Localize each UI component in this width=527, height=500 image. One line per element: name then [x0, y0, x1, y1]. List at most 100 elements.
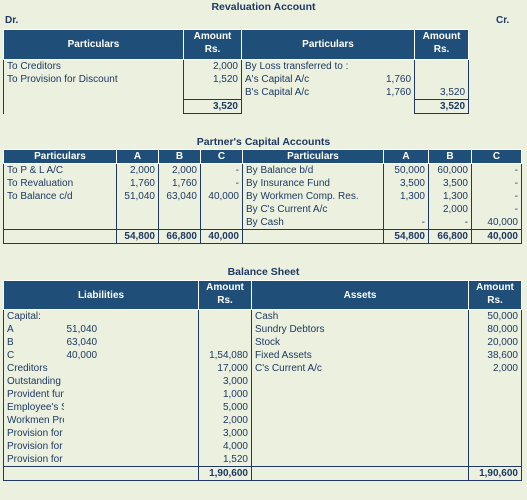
capital-table: Particulars A B C Particulars A B C To P & L A/…	[3, 149, 522, 244]
bs-liability: Capital:	[3, 309, 64, 323]
capital-total: 54,800	[383, 229, 429, 244]
reval-total-blank	[3, 99, 184, 114]
reval-amount-left	[183, 86, 242, 100]
capital-cell: -	[471, 163, 522, 177]
bs-asset: Cash	[251, 309, 469, 323]
reval-amount-left: 1,520	[183, 73, 242, 86]
capital-cell: 2,000	[116, 163, 159, 177]
capital-row: By C's Current A/c 2,000-	[3, 203, 522, 216]
bs-liability-amount: 1,520	[198, 453, 252, 467]
bs-asset	[251, 440, 469, 453]
bs-asset: Stock	[251, 336, 469, 349]
bs-total-left: 1,90,600	[198, 466, 252, 481]
bs-liability-inner	[64, 401, 199, 414]
bs-liability-inner	[64, 362, 199, 375]
bs-row: A 51,040 Sundry Debtors 80,000	[3, 323, 522, 336]
bs-total-blank	[251, 466, 469, 481]
capital-title: Partner's Capital Accounts	[196, 136, 331, 148]
capital-header-6: B	[428, 149, 472, 164]
bs-asset-amount	[468, 427, 522, 440]
bs-liability: C	[3, 349, 64, 362]
capital-total-blank	[3, 229, 117, 244]
bs-liability-inner: 51,040	[66, 324, 98, 335]
bs-total-blank	[3, 466, 64, 481]
bs-total-row: 1,90,600 1,90,600	[3, 466, 522, 481]
capital-total: 40,000	[471, 229, 522, 244]
balance-sheet-title: Balance Sheet	[227, 266, 300, 278]
reval-total-blank	[241, 99, 365, 114]
capital-cell: 50,000	[383, 163, 429, 177]
capital-header-7: C	[471, 149, 522, 164]
bs-liability-amount: 4,000	[198, 440, 252, 453]
revaluation-title: Revaluation Account	[211, 1, 316, 13]
bs-asset-amount	[468, 375, 522, 388]
capital-cell: -	[200, 163, 243, 177]
reval-amount-right	[414, 73, 470, 86]
bs-liability: A	[3, 323, 64, 336]
capital-cell	[116, 203, 159, 216]
capital-total-row: 54,800 66,800 40,000 54,800 66,800 40,000	[3, 229, 522, 244]
revaluation-table: Particulars Amount Rs. Particulars Amoun…	[3, 29, 470, 114]
bs-liability-inner: 40,000	[66, 350, 98, 361]
bs-asset-amount: 2,000	[468, 362, 522, 375]
bs-asset	[251, 427, 469, 440]
bs-liability-inner	[64, 414, 199, 427]
reval-inner-amount: 1,760	[385, 87, 412, 98]
bs-asset	[251, 401, 469, 414]
capital-row: To P & L A/C 2,000 2,000- By Balance b/d 50,…	[3, 163, 522, 177]
bs-row: Outstanding Expenses 3,000	[3, 375, 522, 388]
capital-cell	[3, 203, 117, 216]
capital-cell: 2,000	[158, 163, 201, 177]
bs-asset	[251, 453, 469, 467]
capital-cell: To Balance c/d	[3, 190, 117, 203]
reval-particular-right: By Loss transferred to :	[241, 59, 365, 73]
capital-header-4: Particulars	[242, 149, 384, 164]
bs-header-liabilities: Liabilities	[3, 280, 199, 310]
bs-liability-amount: 5,000	[198, 401, 252, 414]
capital-cell	[116, 216, 159, 230]
dr-label: Dr.	[5, 15, 19, 26]
bs-total-blank	[63, 466, 199, 481]
reval-amount-right: 3,520	[414, 86, 470, 100]
bs-liability-inner	[64, 427, 199, 440]
bs-liability-inner: 63,040	[66, 337, 98, 348]
capital-cell: 1,300	[383, 190, 429, 203]
bs-liability-amount	[198, 336, 252, 349]
bs-liability: Outstanding Expenses	[3, 375, 64, 388]
bs-liability-amount	[198, 323, 252, 336]
capital-header-2: B	[158, 149, 201, 164]
capital-total: 54,800	[116, 229, 159, 244]
reval-inner-amount: 1,760	[385, 74, 412, 85]
bs-liability-amount: 3,000	[198, 375, 252, 388]
bs-liability: Provision for Workmen Comp. claim	[3, 427, 64, 440]
capital-cell	[158, 216, 201, 230]
capital-cell: To P & L A/C	[3, 163, 117, 177]
bs-liability: Creditors	[3, 362, 64, 375]
capital-cell: 3,500	[428, 177, 472, 190]
bs-row: B 63,040 Stock 20,000	[3, 336, 522, 349]
bs-liability-amount: 1,000	[198, 388, 252, 401]
reval-inner-amount	[364, 59, 415, 73]
reval-particular-right: B's Capital A/c	[241, 86, 365, 100]
capital-cell: By Cash	[242, 216, 384, 230]
cr-label: Cr.	[496, 15, 510, 26]
bs-row: Workmen Profit Sharing Fund 2,000	[3, 414, 522, 427]
capital-total: 66,800	[428, 229, 472, 244]
bs-asset	[251, 388, 469, 401]
bs-liability-amount: 17,000	[198, 362, 252, 375]
capital-cell: -	[428, 216, 472, 230]
reval-total-row: 3,520 3,520	[3, 99, 470, 114]
bs-row: Provision for Workmen Comp. claim 3,000	[3, 427, 522, 440]
bs-header-amount-left: Amount Rs.	[198, 280, 252, 310]
capital-cell: 40,000	[200, 190, 243, 203]
capital-cell	[383, 203, 429, 216]
bs-row: Employee's Saving Fund 5,000	[3, 401, 522, 414]
bs-header-assets: Assets	[251, 280, 469, 310]
bs-liability-amount: 1,54,080	[198, 349, 252, 362]
bs-liability: Workmen Profit Sharing Fund	[3, 414, 64, 427]
capital-total: 66,800	[158, 229, 201, 244]
bs-header-amount-right: Amount Rs.	[468, 280, 522, 310]
capital-row: By Cash - -40,000	[3, 216, 522, 230]
bs-asset: C's Current A/c	[251, 362, 469, 375]
reval-row: To Creditors 2,000 By Loss transferred to …	[3, 59, 470, 73]
